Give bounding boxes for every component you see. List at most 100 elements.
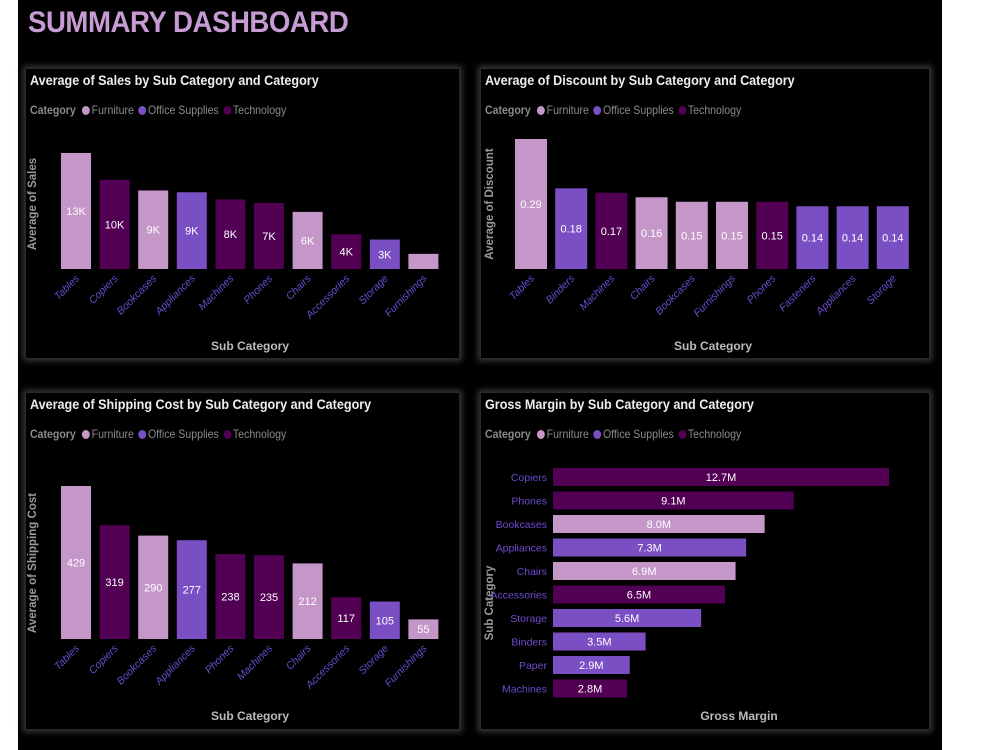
bar-storage[interactable] bbox=[876, 206, 909, 269]
legend-item-furniture[interactable]: Furniture bbox=[536, 427, 589, 441]
bar-phones[interactable] bbox=[553, 491, 794, 510]
data-label: 117 bbox=[337, 613, 355, 625]
legend-item-office-supplies[interactable]: Office Supplies bbox=[593, 103, 674, 117]
data-label: 2.9M bbox=[579, 660, 603, 672]
data-label: 0.18 bbox=[560, 224, 581, 236]
chart-title: Gross Margin by Sub Category and Categor… bbox=[485, 396, 754, 412]
bar-accessories[interactable] bbox=[331, 597, 362, 639]
bar-storage[interactable] bbox=[369, 239, 400, 269]
legend-dot-icon bbox=[81, 105, 90, 115]
legend-item-technology[interactable]: Technology bbox=[678, 427, 741, 441]
data-label: 55 bbox=[417, 624, 429, 636]
bar-copiers[interactable] bbox=[99, 179, 130, 269]
bar-bookcases[interactable] bbox=[675, 201, 708, 269]
legend-item-technology[interactable]: Technology bbox=[678, 103, 741, 117]
data-label: 10K bbox=[105, 219, 125, 231]
legend-label: Technology bbox=[687, 103, 742, 117]
bar-chairs[interactable] bbox=[292, 211, 323, 269]
bar-bookcases[interactable] bbox=[553, 515, 765, 533]
bar-binders[interactable] bbox=[553, 632, 646, 651]
bar-machines[interactable] bbox=[595, 192, 628, 269]
chart-svg: 13K Tables 10K Copiers 9K Bookcases 9K Applianc… bbox=[27, 153, 439, 353]
bar-chairs[interactable] bbox=[553, 562, 736, 580]
bar-machines[interactable] bbox=[215, 199, 246, 269]
data-label: 9.1M bbox=[661, 496, 685, 508]
y-tick-label: Copiers bbox=[511, 472, 547, 484]
bar-storage[interactable] bbox=[369, 601, 400, 639]
data-label: 0.15 bbox=[721, 230, 742, 242]
legend-title: Category bbox=[485, 103, 531, 117]
bar-chairs[interactable] bbox=[635, 197, 668, 269]
legend-item-furniture[interactable]: Furniture bbox=[81, 103, 134, 117]
legend-item-office-supplies[interactable]: Office Supplies bbox=[138, 427, 219, 441]
bar-furnishings[interactable] bbox=[408, 253, 439, 269]
bar-accessories[interactable] bbox=[553, 585, 725, 604]
legend-item-technology[interactable]: Technology bbox=[223, 103, 286, 117]
data-label: 8.0M bbox=[647, 519, 671, 531]
bar-copiers[interactable] bbox=[99, 525, 130, 639]
bar-binders[interactable] bbox=[555, 188, 588, 269]
x-tick-label: Chairs bbox=[284, 642, 314, 672]
legend-item-office-supplies[interactable]: Office Supplies bbox=[138, 103, 219, 117]
bar-appliances[interactable] bbox=[176, 192, 207, 269]
legend-dot-icon bbox=[593, 429, 602, 439]
bar-furnishings[interactable] bbox=[408, 619, 439, 639]
x-tick-label: Phones bbox=[241, 272, 275, 306]
chart-svg: 0.29 Tables 0.18 Binders 0.17 Machines 0.16 Cha… bbox=[484, 139, 909, 353]
data-label: 0.14 bbox=[842, 233, 863, 245]
bar-tables[interactable] bbox=[515, 139, 547, 269]
bar-machines[interactable] bbox=[553, 679, 628, 698]
discount-chart-panel[interactable]: Average of Discount by Sub Category and … bbox=[480, 68, 930, 359]
data-label: 0.16 bbox=[641, 228, 662, 240]
data-label: 235 bbox=[260, 592, 278, 604]
bar-copiers[interactable] bbox=[553, 468, 889, 486]
y-tick-label: Machines bbox=[502, 684, 547, 696]
bar-chairs[interactable] bbox=[292, 563, 323, 639]
data-label: 7.3M bbox=[637, 543, 661, 555]
legend-item-furniture[interactable]: Furniture bbox=[536, 103, 589, 117]
bar-phones[interactable] bbox=[756, 201, 789, 269]
bar-appliances[interactable] bbox=[836, 206, 869, 269]
bar-storage[interactable] bbox=[553, 609, 702, 627]
data-label: 290 bbox=[144, 582, 162, 594]
data-label: 12.7M bbox=[706, 472, 737, 484]
x-tick-label: Chairs bbox=[284, 272, 314, 302]
x-tick-label: Bookcases bbox=[115, 272, 160, 317]
bar-accessories[interactable] bbox=[331, 234, 362, 269]
sales-chart-panel[interactable]: Average of Sales by Sub Category and Cat… bbox=[25, 68, 460, 359]
x-tick-label: Storage bbox=[356, 273, 391, 308]
bar-bookcases[interactable] bbox=[138, 535, 169, 639]
bar-tables[interactable] bbox=[61, 486, 91, 639]
bar-fasteners[interactable] bbox=[796, 206, 829, 269]
shipping-chart-panel[interactable]: Average of Shipping Cost by Sub Category… bbox=[25, 392, 460, 730]
legend: Category Furniture Office Supplies Technolo… bbox=[485, 103, 743, 117]
y-tick-label: Paper bbox=[519, 660, 548, 672]
x-axis-title: Sub Category bbox=[674, 339, 752, 353]
data-label: 13K bbox=[66, 206, 86, 218]
bar-tables[interactable] bbox=[61, 153, 91, 269]
legend-title: Category bbox=[485, 427, 531, 441]
legend-label: Office Supplies bbox=[602, 103, 674, 117]
legend-label: Technology bbox=[232, 427, 287, 441]
data-label: 3K bbox=[378, 249, 392, 261]
y-tick-label: Binders bbox=[511, 637, 547, 649]
data-label: 105 bbox=[376, 615, 394, 627]
data-label: 238 bbox=[221, 592, 239, 604]
data-label: 212 bbox=[298, 596, 316, 608]
bar-machines[interactable] bbox=[254, 555, 284, 639]
bar-bookcases[interactable] bbox=[138, 190, 169, 269]
legend-dot-icon bbox=[593, 105, 602, 115]
gross-margin-chart-panel[interactable]: Gross Margin by Sub Category and Categor… bbox=[480, 392, 930, 730]
legend-item-furniture[interactable]: Furniture bbox=[81, 427, 134, 441]
bar-paper[interactable] bbox=[553, 656, 630, 674]
bar-appliances[interactable] bbox=[553, 538, 747, 557]
legend-item-office-supplies[interactable]: Office Supplies bbox=[593, 427, 674, 441]
bar-furnishings[interactable] bbox=[716, 201, 748, 269]
chart-title: Average of Sales by Sub Category and Cat… bbox=[30, 72, 319, 88]
legend-item-technology[interactable]: Technology bbox=[223, 427, 286, 441]
bar-appliances[interactable] bbox=[176, 540, 207, 639]
y-tick-label: Bookcases bbox=[496, 519, 547, 531]
bar-phones[interactable] bbox=[254, 202, 284, 269]
bar-phones[interactable] bbox=[215, 554, 246, 639]
x-tick-label: Phones bbox=[203, 642, 237, 676]
